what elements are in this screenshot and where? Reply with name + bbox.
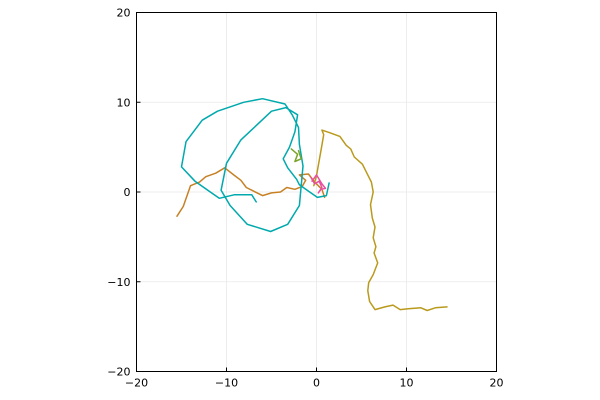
y-tick-label: −10 — [107, 276, 130, 289]
y-tick-label: 0 — [124, 186, 131, 199]
series-line-1 — [313, 129, 448, 312]
series-line-5 — [290, 148, 302, 163]
grid — [136, 12, 497, 372]
y-axis: −20 −10 0 10 20 — [107, 7, 141, 379]
x-tick-label: −20 — [125, 377, 148, 390]
x-tick-label: 20 — [490, 377, 504, 390]
y-tick-label: −20 — [107, 366, 130, 379]
x-tick-label: −10 — [215, 377, 238, 390]
series-line-3 — [180, 97, 330, 233]
series-layer — [176, 97, 448, 312]
y-tick-label: 10 — [117, 96, 131, 109]
x-tick-label: 10 — [400, 377, 414, 390]
x-axis: −20 −10 0 10 20 — [125, 367, 504, 390]
y-tick-label: 20 — [117, 7, 131, 20]
series-line-4 — [310, 174, 327, 194]
x-tick-label: 0 — [313, 377, 320, 390]
